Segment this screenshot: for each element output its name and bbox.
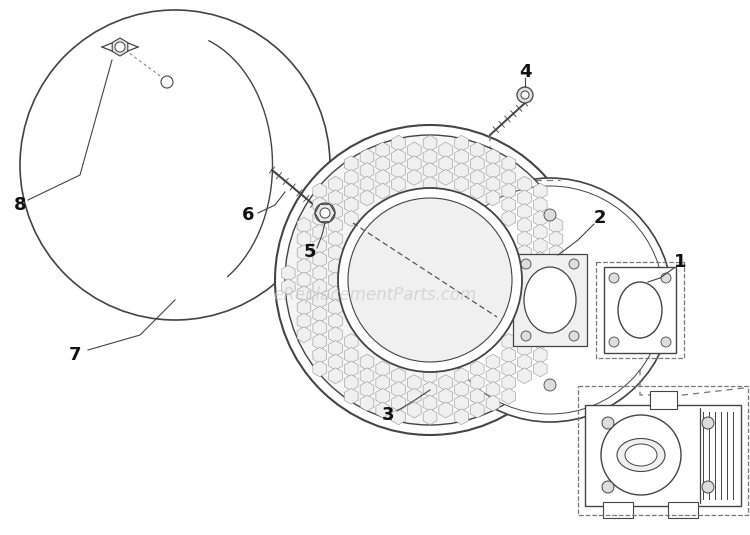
Text: 1: 1: [674, 253, 686, 271]
Ellipse shape: [618, 282, 662, 338]
Circle shape: [569, 259, 579, 269]
Circle shape: [517, 87, 533, 103]
FancyBboxPatch shape: [513, 254, 587, 346]
Ellipse shape: [524, 267, 576, 333]
Circle shape: [601, 415, 681, 495]
Circle shape: [320, 208, 330, 218]
Text: 6: 6: [242, 206, 254, 224]
Ellipse shape: [625, 444, 657, 466]
Circle shape: [521, 259, 531, 269]
Text: 7: 7: [69, 346, 81, 364]
Circle shape: [428, 178, 672, 422]
Circle shape: [609, 337, 619, 347]
Circle shape: [521, 91, 529, 99]
Circle shape: [20, 10, 330, 320]
FancyBboxPatch shape: [650, 391, 677, 409]
Text: 4: 4: [519, 63, 531, 81]
Ellipse shape: [617, 439, 665, 471]
Circle shape: [275, 125, 585, 435]
Circle shape: [521, 331, 531, 341]
Text: eReplacementParts.com: eReplacementParts.com: [274, 286, 477, 304]
Circle shape: [661, 273, 671, 283]
Circle shape: [115, 42, 125, 52]
Circle shape: [661, 337, 671, 347]
Circle shape: [602, 417, 614, 429]
Circle shape: [285, 135, 575, 425]
Text: 8: 8: [13, 196, 26, 214]
Circle shape: [569, 331, 579, 341]
Circle shape: [315, 203, 335, 223]
Circle shape: [702, 481, 714, 493]
Circle shape: [338, 188, 522, 372]
Text: 2: 2: [594, 209, 606, 227]
FancyBboxPatch shape: [604, 267, 676, 353]
FancyBboxPatch shape: [603, 501, 633, 517]
Circle shape: [702, 417, 714, 429]
Circle shape: [609, 273, 619, 283]
FancyBboxPatch shape: [585, 404, 741, 506]
Text: 5: 5: [304, 243, 316, 261]
Circle shape: [544, 209, 556, 221]
Circle shape: [161, 76, 173, 88]
Circle shape: [436, 186, 664, 414]
Circle shape: [602, 481, 614, 493]
FancyBboxPatch shape: [668, 501, 698, 517]
Circle shape: [544, 379, 556, 391]
Circle shape: [348, 198, 512, 362]
Text: 3: 3: [382, 406, 394, 424]
